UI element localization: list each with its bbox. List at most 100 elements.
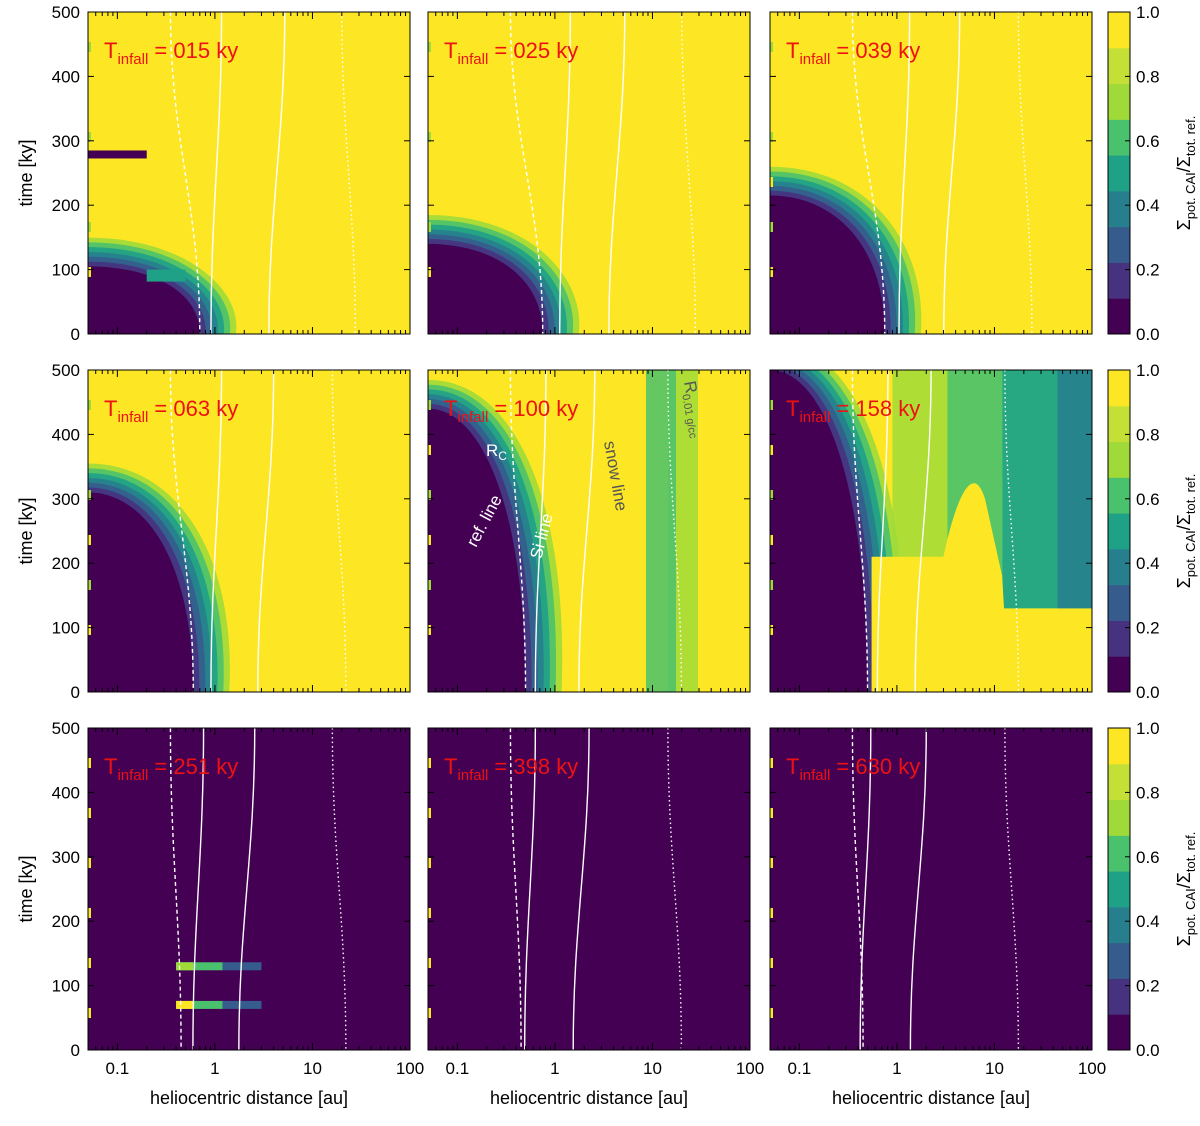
y-tick-label: 300	[52, 848, 80, 867]
colorbar-swatch	[1108, 978, 1130, 1015]
si-line	[914, 370, 932, 692]
edge-speckle	[428, 1008, 431, 1018]
si-line	[578, 370, 596, 692]
colorbar-swatch	[1108, 155, 1130, 192]
cai-depleted-region	[428, 408, 526, 692]
colorbar-tick-label: 1.0	[1136, 361, 1160, 380]
colorbar-tick-label: 0.4	[1136, 554, 1160, 573]
y-tick-label: 0	[71, 325, 80, 344]
colorbar-tick-label: 0.6	[1136, 132, 1160, 151]
edge-speckle	[88, 625, 91, 635]
edge-speckle	[88, 908, 91, 918]
panel-9: 0.1 1 10 100 heliocentric distance [au] Tinfa…	[769, 727, 1106, 1108]
edge-speckle	[770, 87, 773, 97]
colorbar-swatch	[1108, 226, 1130, 263]
panel-frame	[87, 11, 411, 335]
colorbar-swatch	[1108, 942, 1130, 979]
edge-speckle	[428, 858, 431, 868]
green-band	[1057, 370, 1092, 609]
y-tick-label: 300	[52, 132, 80, 151]
edge-speckle	[88, 222, 91, 232]
title-main: T	[786, 38, 799, 63]
colorbar-swatch	[1108, 477, 1130, 514]
snow-line	[331, 370, 347, 692]
colorbar-label: Σpot. CAI/Σtot. ref.	[1174, 832, 1198, 947]
panel-8: 0.1 1 10 100 heliocentric distance [au] Tinfa…	[427, 727, 764, 1108]
title-sub: infall	[457, 767, 488, 784]
heatmap-background	[88, 728, 410, 1050]
colorbar-swatch	[1108, 12, 1130, 49]
x-axis-label: heliocentric distance [au]	[150, 1088, 348, 1108]
si-line	[943, 12, 961, 334]
stripe-bright	[176, 1000, 194, 1009]
title-sub: infall	[457, 409, 488, 426]
x-axis-label: heliocentric distance [au]	[832, 1088, 1030, 1108]
colorbar-swatch	[1108, 190, 1130, 228]
edge-speckle	[428, 267, 431, 277]
colorbar-swatch	[1108, 441, 1130, 478]
edge-speckle	[770, 222, 773, 232]
colorbar-swatch	[1108, 1014, 1130, 1051]
title-rest: = 158 ky	[830, 396, 920, 421]
y-tick-label: 0	[71, 1041, 80, 1060]
ref-line	[509, 728, 522, 1050]
edge-speckle	[88, 958, 91, 968]
colorbar-tick-label: 0.4	[1136, 196, 1160, 215]
title-main: T	[104, 38, 117, 63]
title-sub: infall	[799, 409, 830, 426]
panel-plot-area	[88, 370, 410, 692]
panel-plot-area	[428, 370, 750, 692]
colorbar-frame	[1107, 11, 1131, 335]
cai-depleted-region	[428, 243, 543, 334]
colorbar-tick-label: 0.2	[1136, 261, 1160, 280]
x-tick-label: 0.1	[788, 1059, 812, 1078]
panel-title: Tinfall = 398 ky	[444, 754, 578, 784]
title-main: T	[444, 754, 457, 779]
edge-speckle	[88, 1008, 91, 1018]
edge-speckle	[88, 87, 91, 97]
colorbar-tick-label: 1.0	[1136, 3, 1160, 22]
title-rest: = 025 ky	[488, 38, 578, 63]
x-tick-label: 100	[1078, 1059, 1106, 1078]
panel-plot-area	[770, 370, 1092, 692]
edge-speckle	[770, 808, 773, 818]
edge-speckle	[428, 222, 431, 232]
title-sub: infall	[117, 51, 148, 68]
panel-plot-area	[88, 728, 410, 1050]
si-line	[608, 12, 626, 334]
title-main: T	[786, 754, 799, 779]
edge-speckle	[428, 132, 431, 142]
ref-line	[851, 12, 886, 334]
y-tick-label: 400	[52, 783, 80, 802]
edge-speckle	[428, 958, 431, 968]
edge-speckle	[428, 808, 431, 818]
ref-line	[509, 12, 544, 334]
y-tick-label: 100	[52, 977, 80, 996]
stripe-fade	[222, 962, 262, 971]
title-sub: infall	[799, 51, 830, 68]
panel-2: Tinfall = 025 ky	[427, 11, 751, 335]
y-tick-label: 500	[52, 361, 80, 380]
panel-6: Tinfall = 158 ky	[769, 369, 1093, 693]
dark-stripe	[88, 150, 147, 159]
colorbar-swatch	[1108, 513, 1130, 550]
y-tick-label: 100	[52, 261, 80, 280]
edge-speckle	[770, 758, 773, 768]
edge-speckle	[770, 445, 773, 455]
si-line	[572, 728, 590, 1050]
ref-line	[169, 12, 201, 334]
panel-frame	[769, 11, 1093, 335]
colorbar-tick-label: 0.2	[1136, 977, 1160, 996]
y-tick-label: 0	[71, 683, 80, 702]
y-axis-label: time [ky]	[16, 497, 36, 564]
edge-speckle	[88, 132, 91, 142]
y-tick-label: 200	[52, 912, 80, 931]
colorbar-frame	[1107, 727, 1131, 1051]
x-tick-label: 100	[736, 1059, 764, 1078]
snow-line	[667, 370, 683, 692]
edge-speckle	[88, 808, 91, 818]
colorbar-swatch	[1108, 47, 1130, 85]
